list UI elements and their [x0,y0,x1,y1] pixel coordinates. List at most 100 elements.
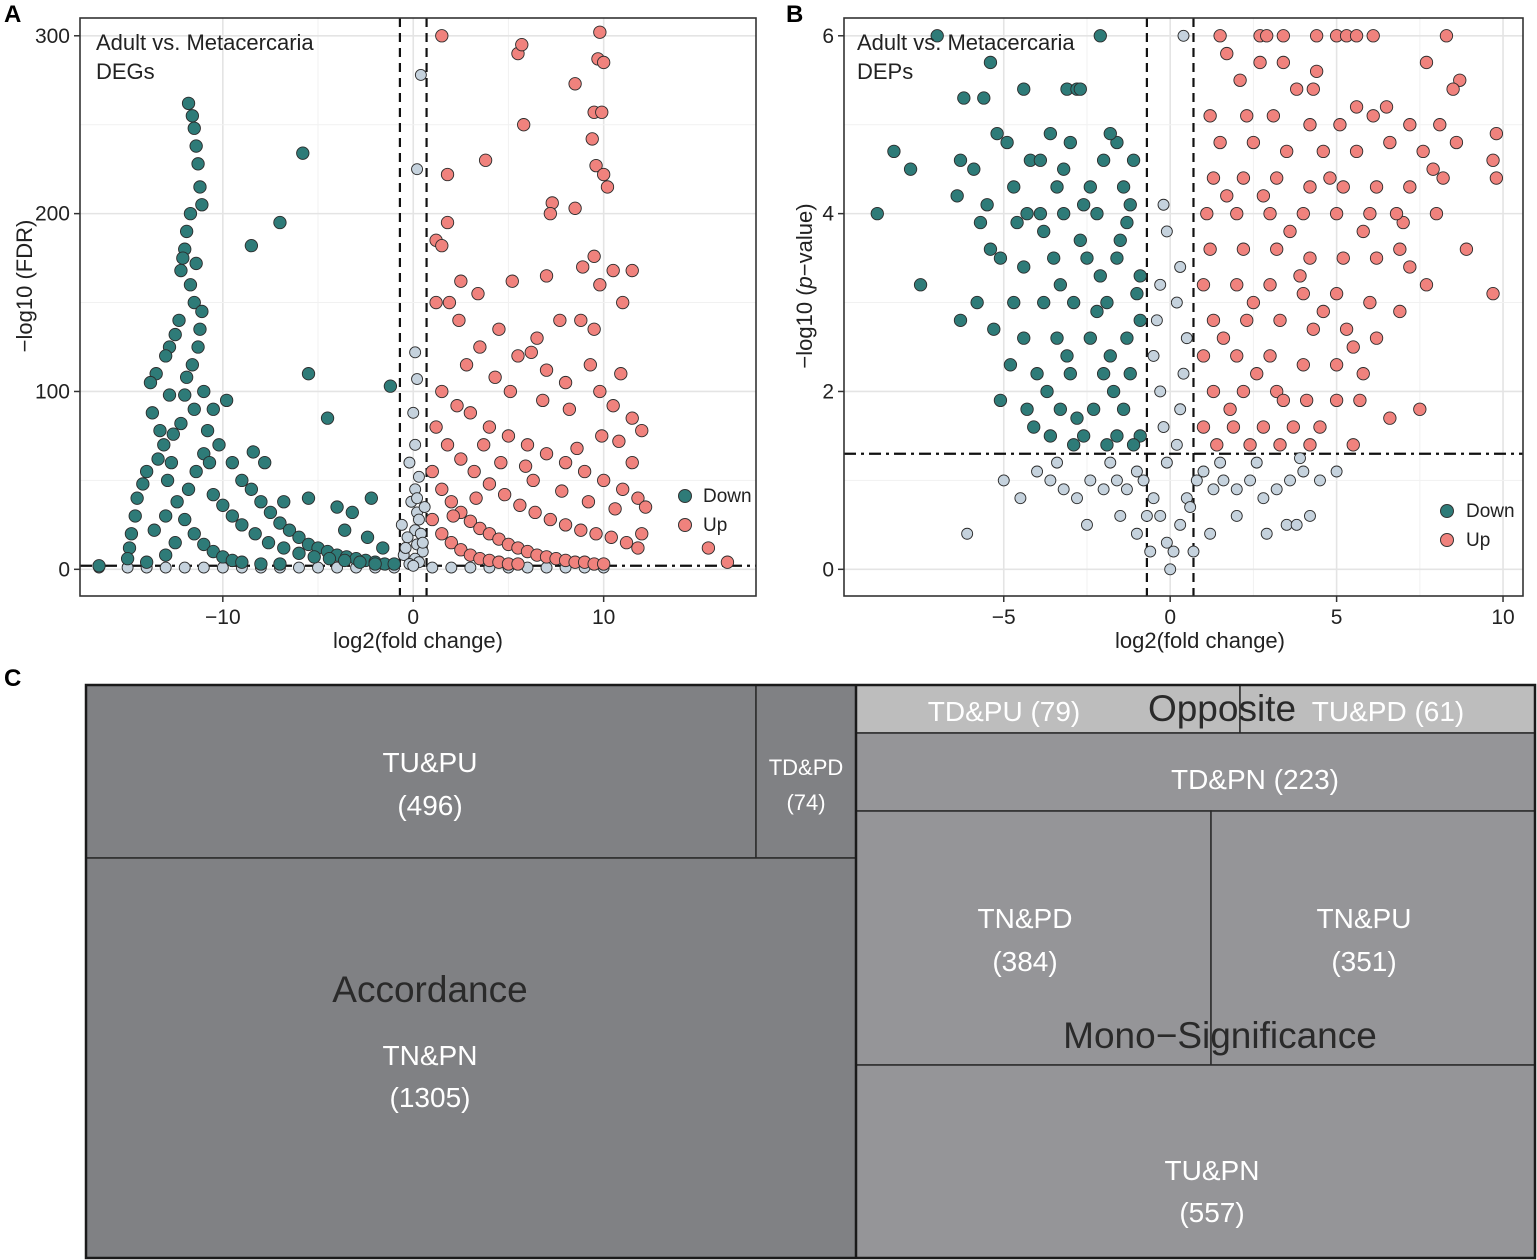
point-ns [1154,510,1167,522]
point-up [503,384,518,399]
panel-c-letter: C [4,665,21,692]
group-accordance-label: Accordance [332,969,527,1010]
point-ns [1170,438,1183,451]
point-down [301,491,316,505]
point-up [1403,260,1417,274]
point-up [469,491,483,505]
point-down [120,552,135,566]
point-up [1246,135,1261,150]
point-down [136,477,150,491]
point-up [511,349,525,363]
point-down [273,215,287,230]
point-up [497,487,512,502]
point-down [1100,438,1114,452]
point-ns [1160,456,1173,469]
point-up [463,406,478,420]
point-ns [413,513,425,526]
point-ns [1057,483,1070,496]
point-down [179,224,194,239]
point-up [1236,384,1251,399]
point-up [435,482,449,496]
point-up [1233,73,1247,87]
point-up [442,295,457,310]
point-ns [1177,29,1190,42]
point-down [159,349,173,363]
point-up [581,495,596,509]
point-ns [1071,492,1083,505]
point-down [178,512,192,527]
point-up [600,180,615,194]
point-up [1290,82,1304,96]
point-up [1389,206,1404,221]
point-up [1349,100,1364,114]
point-down [1093,29,1107,43]
point-up [1196,349,1211,363]
plot-b-down-points [870,29,1147,452]
point-up [1349,29,1364,43]
point-down [1050,180,1064,194]
point-up [1263,278,1277,292]
point-up [1200,206,1214,221]
point-down [246,445,260,459]
point-ns [1160,225,1173,238]
point-up [1303,438,1317,452]
point-down [174,263,188,278]
point-ns [411,373,423,385]
point-up [1419,55,1434,70]
plot-b-ticks: −5 0 5 10 0 2 4 6 [822,25,1514,629]
point-down [1067,438,1081,452]
point-down [983,242,998,256]
point-up [1286,420,1300,434]
plot-b-title: Adult vs. Metacercaria [857,30,1075,55]
point-up [1270,171,1284,185]
point-down [189,464,203,479]
point-up [1329,287,1344,301]
point-up [1303,118,1317,132]
cell-tn-pn-label: TN&PN [383,1040,478,1071]
point-up [1203,242,1217,256]
point-up [1419,278,1434,292]
point-down [200,423,215,438]
point-ns [1180,332,1193,345]
point-up [1266,109,1281,123]
point-down [1073,82,1087,96]
point-up [450,399,464,413]
point-up [1313,420,1327,434]
point-down [254,557,268,571]
point-up [574,523,588,537]
point-down [1033,206,1048,221]
point-up [543,512,557,527]
x-tick-label: 0 [407,606,419,629]
point-down [990,126,1004,141]
point-ns [403,456,416,469]
point-down [360,530,375,544]
point-down [1030,367,1044,381]
point-ns [1144,545,1157,558]
point-up [1346,340,1360,354]
point-up [597,167,611,182]
point-up [1206,313,1221,327]
point-up [517,118,531,132]
legend-b-down-swatch [1440,504,1454,518]
point-up [1243,438,1257,452]
point-up [539,363,554,377]
point-down [151,452,165,466]
plot-a-x-axis-title: log2(fold change) [333,628,503,653]
point-up [606,263,620,278]
point-down [870,206,884,221]
point-ns [1207,483,1220,496]
point-up [1383,135,1397,150]
point-down [159,548,173,562]
point-up [1296,287,1310,301]
point-down [1106,384,1121,399]
cell-td-pn [855,732,1536,812]
panel-a-letter: A [4,1,21,28]
point-up [1403,118,1417,132]
plot-a-frame [79,17,757,597]
point-down [993,393,1008,408]
point-down [1017,260,1031,274]
point-down [172,313,186,327]
point-up [720,555,735,569]
point-down [1100,295,1114,310]
